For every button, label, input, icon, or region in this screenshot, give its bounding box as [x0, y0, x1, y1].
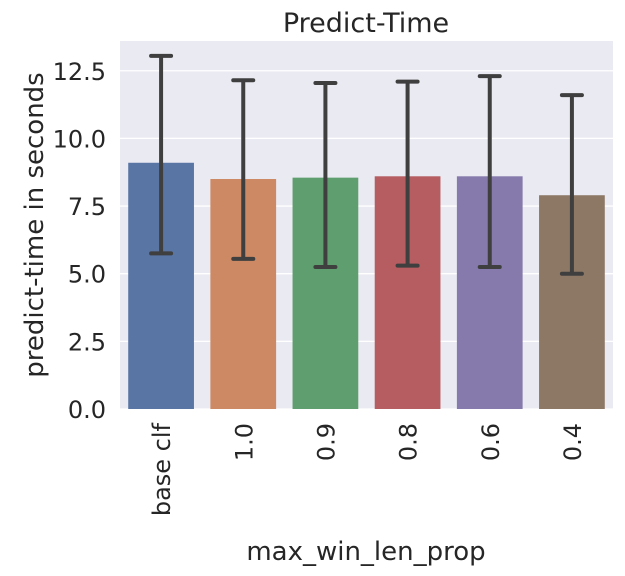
y-tick-label: 12.5	[53, 58, 106, 86]
x-tick-label: 0.9	[312, 423, 340, 461]
y-tick-label: 2.5	[68, 328, 106, 356]
chart-title: Predict-Time	[283, 8, 449, 39]
x-tick-label: 1.0	[230, 423, 258, 461]
x-tick-label: base clf	[148, 422, 176, 516]
y-tick-labels: 0.0 2.5 5.0 7.5 10.0 12.5	[53, 58, 106, 424]
y-tick-label: 10.0	[53, 125, 106, 153]
x-axis-label: max_win_len_prop	[246, 537, 485, 567]
error-bars	[149, 53, 584, 276]
y-axis-label: predict-time in seconds	[20, 72, 50, 377]
x-tick-label: 0.6	[477, 423, 505, 461]
plot-background	[120, 41, 613, 409]
x-tick-label: 0.8	[395, 423, 423, 461]
y-tick-label: 0.0	[68, 396, 106, 424]
x-tick-label: 0.4	[559, 423, 587, 461]
y-tick-label: 7.5	[68, 193, 106, 221]
y-tick-label: 5.0	[68, 261, 106, 289]
x-tick-labels: base clf 1.0 0.9 0.8 0.6 0.4	[148, 422, 587, 516]
grid-lines	[120, 70, 613, 410]
